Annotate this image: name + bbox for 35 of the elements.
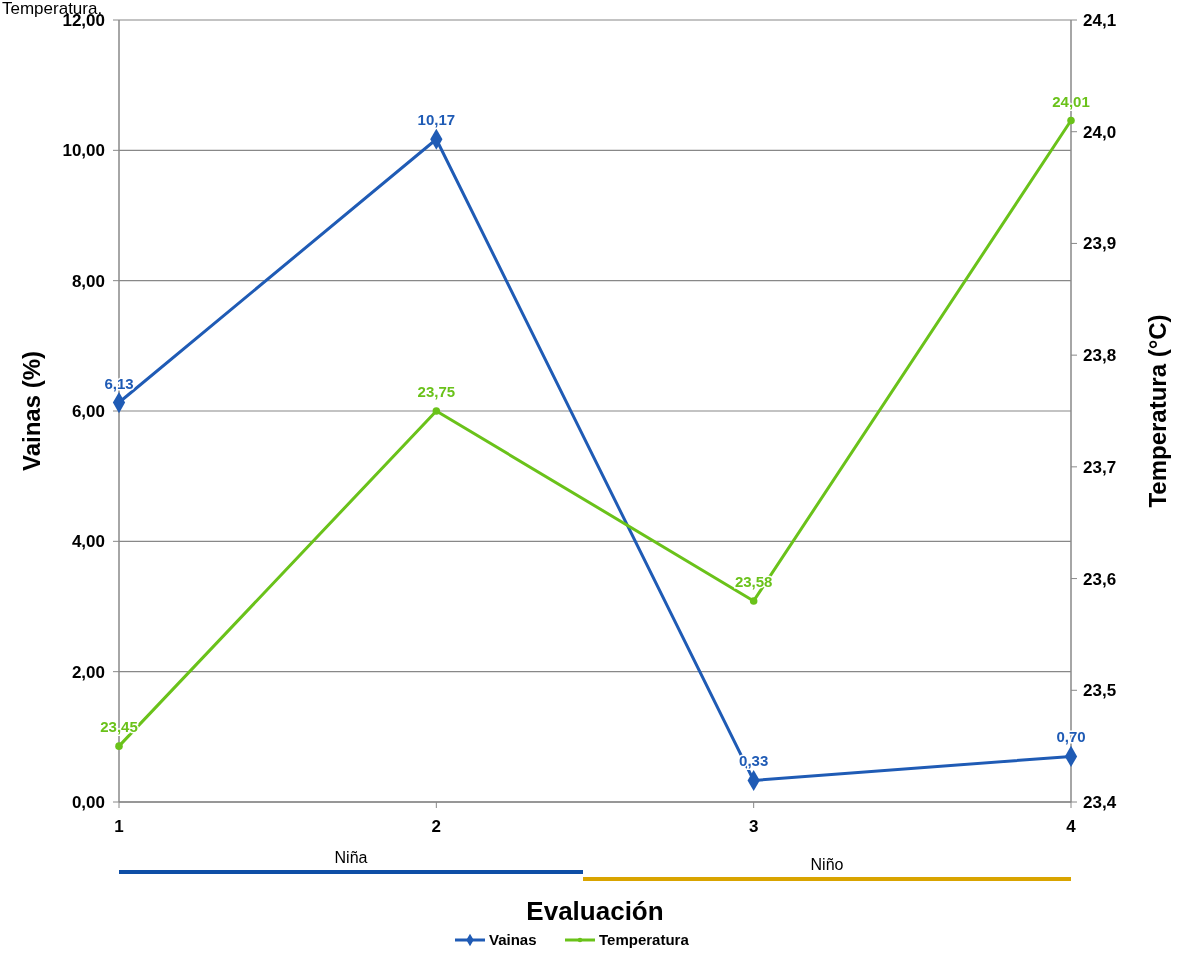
x-axis-title: Evaluación <box>526 896 664 926</box>
y2-tick-label: 23,7 <box>1083 457 1117 477</box>
point <box>115 742 123 750</box>
y-axis-title: Vainas (%) <box>18 350 45 472</box>
data-label: 24,01 <box>1052 92 1090 110</box>
text: Niño <box>810 856 844 873</box>
legend-label: Temperatura <box>599 931 690 948</box>
x-tick-label: 2 <box>431 817 442 836</box>
y2-tick-label: 23,5 <box>1083 681 1117 701</box>
x-tick-label: 3 <box>748 817 759 836</box>
legend-label: Vainas <box>489 931 537 948</box>
data-label: 10,17 <box>417 111 456 129</box>
y-tick-label: 2,00 <box>71 662 105 682</box>
y2-tick-label: 23,8 <box>1083 346 1117 366</box>
point <box>749 597 758 605</box>
x-tick-label: 4 <box>1066 817 1077 836</box>
point <box>432 407 441 415</box>
data-label: 23,75 <box>417 383 456 400</box>
y2-tick-label: 23,6 <box>1083 569 1117 589</box>
y-tick-label: 6,00 <box>71 402 105 421</box>
text: Niña <box>334 849 368 866</box>
y2-tick-label: 24,1 <box>1083 11 1117 30</box>
y-tick-label: 4,00 <box>71 532 105 552</box>
point <box>1067 116 1075 125</box>
data-label: 23,45 <box>100 718 138 736</box>
y2-axis-title: Temperatura (°C) <box>1144 314 1171 508</box>
y-tick-label: 10,00 <box>62 141 105 161</box>
data-label: 6,13 <box>104 374 134 392</box>
y2-tick-label: 23,9 <box>1083 234 1117 254</box>
y-tick-label: 8,00 <box>71 271 105 291</box>
x-tick-label: 1 <box>114 817 124 836</box>
y2-tick-label: 23,4 <box>1083 793 1117 812</box>
data-label: 0,70 <box>1056 728 1086 746</box>
y-tick-label: 0,00 <box>71 793 105 812</box>
y2-tick-label: 24,0 <box>1083 122 1117 142</box>
